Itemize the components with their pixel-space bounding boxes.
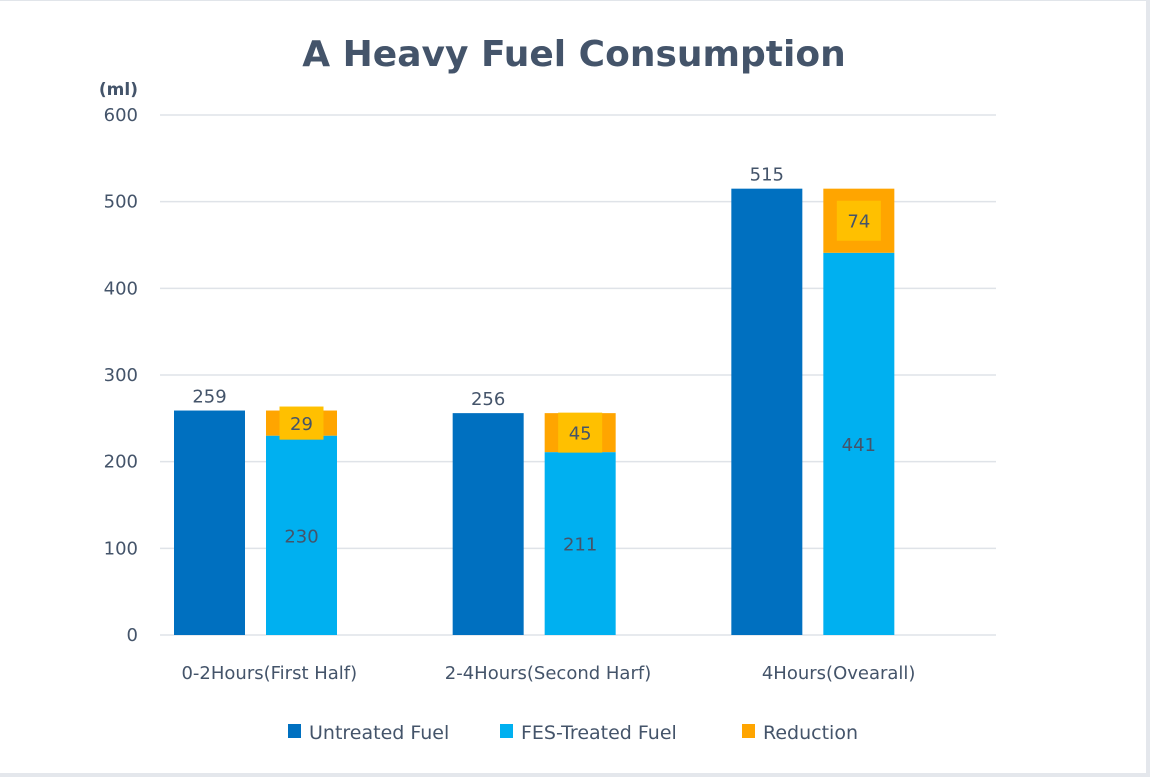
data-label-fes-treated-fuel: 230 [284, 526, 318, 547]
y-tick-label: 500 [104, 192, 138, 213]
y-tick-label: 200 [104, 452, 138, 473]
data-label-reduction: 29 [290, 414, 313, 435]
data-label-reduction: 45 [569, 424, 592, 445]
bar-fes-treated-fuel [544, 452, 616, 635]
data-label-untreated-fuel: 515 [750, 165, 784, 186]
y-tick-labels: 0 100 200 300 400 500 600 [104, 105, 138, 646]
legend-label: FES-Treated Fuel [521, 722, 677, 744]
frame-right-edge [1146, 0, 1150, 777]
y-tick-label: 0 [127, 625, 138, 646]
legend-swatch [288, 724, 301, 738]
y-tick-label: 600 [104, 105, 138, 126]
bar-untreated-fuel [452, 413, 524, 635]
legend-label: Untreated Fuel [309, 722, 449, 744]
legend: Untreated Fuel FES-Treated Fuel Reduction [288, 722, 858, 744]
y-tick-label: 100 [104, 538, 138, 559]
data-label-fes-treated-fuel: 441 [842, 435, 876, 456]
data-label-untreated-fuel: 259 [192, 387, 226, 408]
bar-untreated-fuel [731, 188, 803, 635]
legend-swatch [500, 724, 513, 738]
x-tick-label: 2-4Hours(Second Harf) [445, 663, 651, 684]
y-tick-label: 300 [104, 365, 138, 386]
bar-untreated-fuel [174, 410, 245, 635]
data-label-reduction: 74 [847, 212, 870, 233]
chart-title: A Heavy Fuel Consumption [302, 34, 845, 75]
y-tick-label: 400 [104, 278, 138, 299]
bars [174, 188, 895, 636]
legend-swatch [742, 724, 755, 738]
category-labels: 0-2Hours(First Half) 2-4Hours(Second Harf… [181, 663, 915, 684]
bar-fes-treated-fuel [823, 252, 895, 636]
bar-fes-treated-fuel [266, 435, 337, 635]
data-label-bg-reduction [279, 406, 324, 440]
x-tick-label: 0-2Hours(First Half) [181, 663, 357, 684]
x-tick-label: 4Hours(Ovearall) [762, 663, 916, 684]
data-label-bg-reduction [836, 200, 881, 241]
data-label-untreated-fuel: 256 [471, 389, 505, 410]
data-labels: 259 230 29 256 211 45 515 441 74 [192, 165, 881, 556]
y-axis-label: (ml) [99, 80, 138, 100]
legend-label: Reduction [763, 722, 858, 744]
frame-top-edge [0, 0, 1150, 1]
frame-bottom-edge [0, 773, 1150, 777]
data-label-fes-treated-fuel: 211 [563, 535, 597, 556]
data-label-bg-reduction [558, 412, 603, 453]
